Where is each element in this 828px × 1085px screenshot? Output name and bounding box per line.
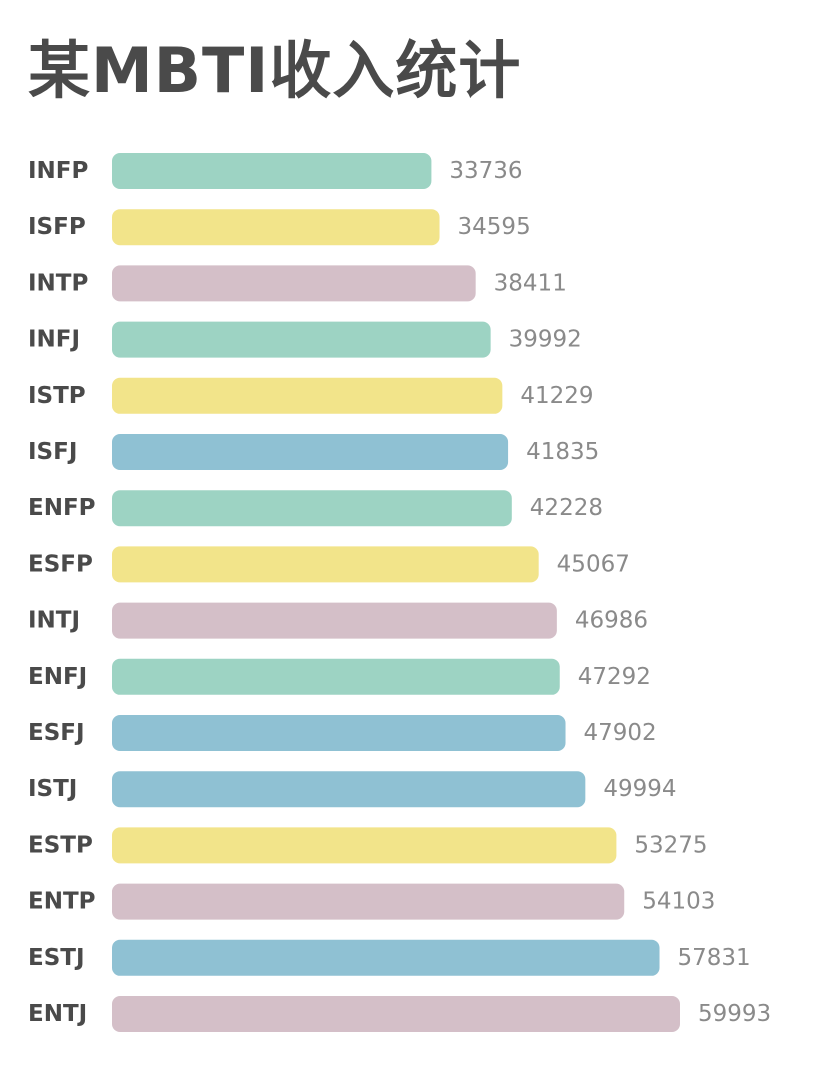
category-label-intp: INTP	[28, 270, 88, 296]
category-label-estj: ESTJ	[28, 945, 85, 971]
bar-entp	[112, 883, 625, 920]
bar-enfj	[112, 658, 560, 695]
category-label-isfj: ISFJ	[28, 439, 77, 465]
bar-istj	[112, 771, 586, 808]
category-label-enfp: ENFP	[28, 495, 96, 521]
value-label-intp: 38411	[494, 270, 567, 296]
value-label-isfj: 41835	[526, 439, 599, 465]
value-label-istp: 41229	[520, 383, 593, 409]
bar-isfj	[112, 434, 509, 470]
value-label-entj: 59993	[698, 1001, 771, 1027]
bar-isfp	[112, 209, 440, 246]
value-label-infj: 39992	[509, 327, 582, 353]
category-label-esfp: ESFP	[28, 551, 93, 577]
bar-infj	[112, 321, 491, 358]
value-label-estj: 57831	[678, 945, 751, 971]
category-label-infj: INFJ	[28, 327, 80, 353]
category-label-estp: ESTP	[28, 832, 93, 858]
bar-intj	[112, 602, 557, 639]
value-label-intj: 46986	[575, 608, 648, 634]
bar-istp	[112, 377, 503, 414]
category-label-istp: ISTP	[28, 383, 86, 409]
value-label-enfp: 42228	[530, 495, 603, 521]
bar-estp	[112, 827, 617, 864]
category-label-infp: INFP	[28, 158, 88, 184]
value-label-entp: 54103	[642, 889, 715, 915]
category-label-esfj: ESFJ	[28, 720, 85, 746]
category-label-isfp: ISFP	[28, 214, 86, 240]
value-label-infp: 33736	[449, 158, 522, 184]
bar-esfp	[112, 546, 539, 583]
value-label-enfj: 47292	[578, 664, 651, 690]
value-label-esfp: 45067	[557, 551, 630, 577]
value-label-estp: 53275	[634, 832, 707, 858]
bar-chart: INFP 33736 ISFP 34595 INTP 38411 INFJ 39992 ISTP…	[28, 153, 771, 1032]
bar-esfj	[112, 715, 566, 751]
value-label-istj: 49994	[603, 776, 676, 802]
category-label-intj: INTJ	[28, 608, 80, 634]
category-label-istj: ISTJ	[28, 776, 77, 802]
category-label-entp: ENTP	[28, 889, 96, 915]
bar-estj	[112, 939, 660, 976]
chart-title: 某MBTI收入统计	[28, 34, 522, 107]
value-label-esfj: 47902	[584, 720, 657, 746]
bar-entj	[112, 996, 680, 1032]
category-label-entj: ENTJ	[28, 1001, 87, 1027]
bar-infp	[112, 153, 432, 189]
bar-enfp	[112, 490, 512, 527]
value-label-isfp: 34595	[458, 214, 531, 240]
bar-intp	[112, 265, 476, 302]
category-label-enfj: ENFJ	[28, 664, 87, 690]
